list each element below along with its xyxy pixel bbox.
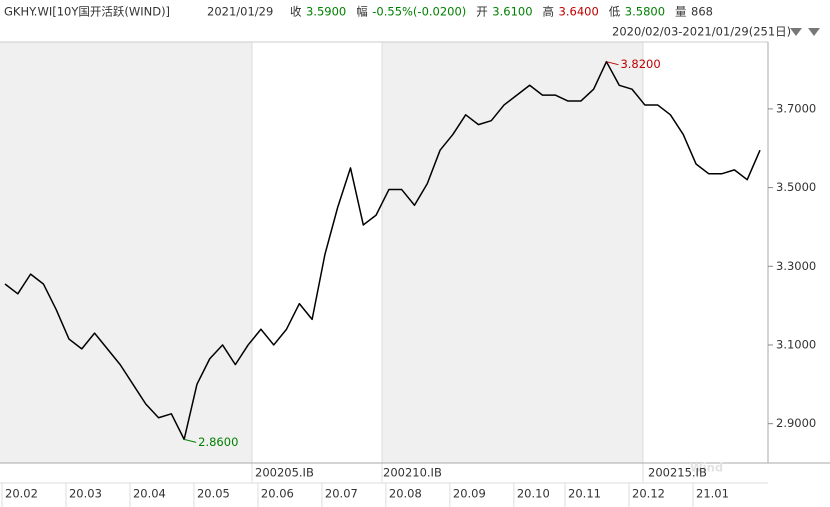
y-tick-label: 3.1000 (776, 337, 816, 351)
header-value: -0.55%(-0.0200) (372, 5, 466, 19)
period-shade (382, 42, 643, 463)
y-tick-label: 3.5000 (776, 180, 816, 194)
x-tick-label: 20.03 (69, 487, 102, 501)
header-label: 收 (290, 5, 302, 19)
y-tick-label: 3.3000 (776, 259, 816, 273)
annotation: 2.8600 (198, 435, 238, 449)
header-value: 3.6400 (559, 5, 599, 19)
header-label: 幅 (356, 5, 368, 19)
date-range: 2020/02/03-2021/01/29(251日) (612, 25, 791, 39)
dropdown-arrow[interactable] (808, 28, 820, 36)
x-tick-label: 20.05 (197, 487, 230, 501)
x-tick-label: 20.08 (389, 487, 422, 501)
x-tick-label: 20.02 (5, 487, 38, 501)
header-value: 3.5800 (625, 5, 665, 19)
x-tick-label: 20.07 (325, 487, 358, 501)
contract-label: 200215.IB (648, 466, 707, 480)
symbol: GKHY.WI[10Y国开活跃(WIND)] (4, 5, 170, 19)
price-line (4, 60, 761, 441)
header-value: 3.5900 (306, 5, 346, 19)
header-value: 3.6100 (492, 5, 532, 19)
header-label: 量 (675, 5, 687, 19)
y-tick-label: 3.7000 (776, 101, 816, 115)
contract-label: 200205.IB (255, 466, 314, 480)
x-tick-label: 20.09 (453, 487, 486, 501)
header-value: 868 (691, 5, 713, 19)
watermark: Wind (690, 461, 723, 475)
header-label: 高 (543, 5, 555, 19)
period-shade (0, 42, 252, 463)
annotation-leader (606, 61, 619, 66)
x-tick-label: 21.01 (696, 487, 729, 501)
y-tick-label: 2.9000 (776, 416, 816, 430)
x-tick-label: 20.06 (261, 487, 294, 501)
dropdown-arrow[interactable] (790, 28, 802, 36)
header-date: 2021/01/29 (207, 5, 273, 19)
shading (0, 42, 644, 483)
x-tick-label: 20.12 (632, 487, 665, 501)
x-tick-label: 20.11 (568, 487, 601, 501)
header-label: 开 (476, 5, 488, 19)
x-tick-label: 20.10 (517, 487, 550, 501)
annotation-leader (184, 438, 197, 443)
annotation: 3.8200 (620, 57, 660, 71)
contract-label: 200210.IB (383, 466, 442, 480)
header-label: 低 (609, 5, 621, 19)
x-tick-label: 20.04 (133, 487, 166, 501)
